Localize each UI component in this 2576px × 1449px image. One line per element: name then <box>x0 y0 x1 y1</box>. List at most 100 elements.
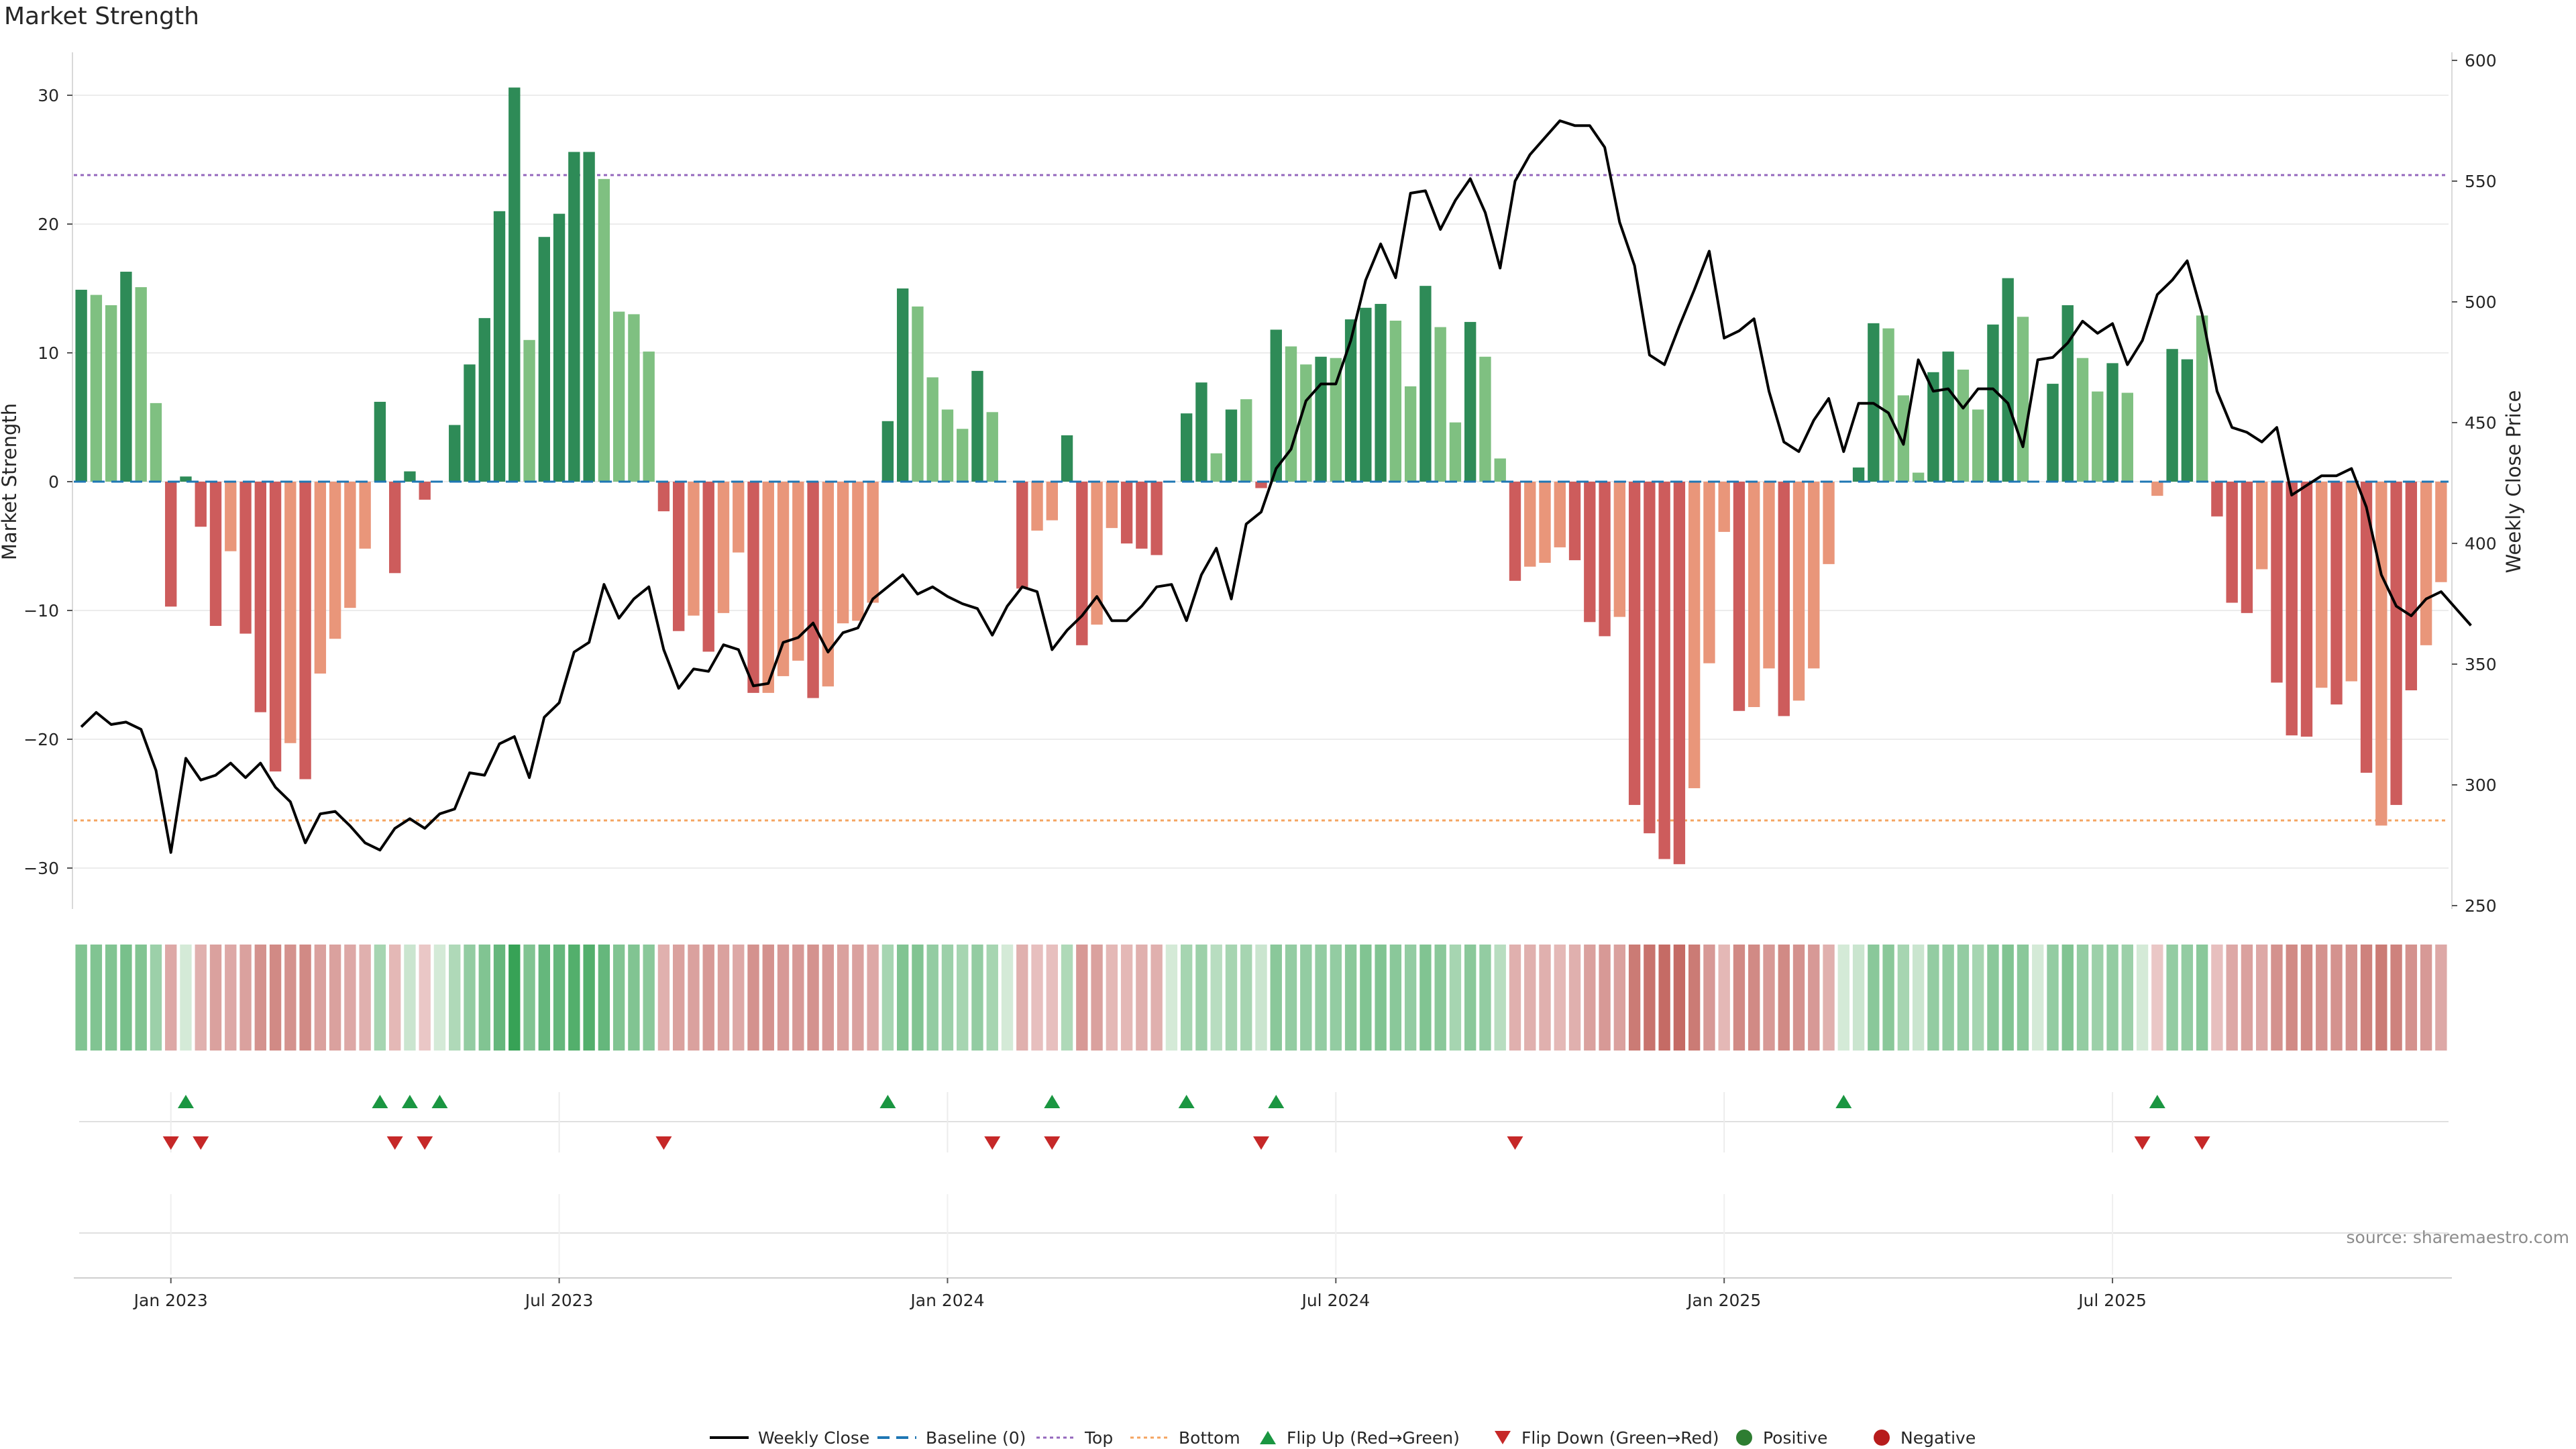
strength-bar <box>2076 358 2089 482</box>
strength-bar <box>657 482 670 512</box>
strength-bar <box>2121 392 2134 482</box>
strength-bar <box>2405 482 2418 691</box>
strength-bar <box>1150 482 1163 555</box>
strength-bar <box>1300 364 1312 482</box>
heat-cell <box>2121 945 2134 1051</box>
strength-bar <box>762 482 774 693</box>
heat-cell <box>1120 945 1133 1051</box>
heat-cell <box>2181 945 2194 1051</box>
strength-bar <box>2286 482 2298 736</box>
flip-down-marker <box>417 1136 433 1150</box>
heat-cell <box>180 945 192 1051</box>
heat-cell <box>598 945 610 1051</box>
strength-bar <box>2166 349 2178 482</box>
x-tick-label: Jan 2025 <box>1686 1291 1761 1310</box>
y-tick-label: −30 <box>23 859 59 878</box>
legend-swatch-flip-down <box>1495 1431 1511 1444</box>
strength-bar <box>852 482 864 621</box>
strength-bar <box>1016 482 1028 589</box>
heat-cell <box>2061 945 2074 1051</box>
heat-cell <box>1599 945 1611 1051</box>
strength-bar <box>493 211 506 482</box>
heat-cell <box>2017 945 2029 1051</box>
legend-label: Baseline (0) <box>926 1428 1026 1448</box>
heat-cell <box>1389 945 1402 1051</box>
heat-cell <box>702 945 714 1051</box>
y2-axis-label: Weekly Close Price <box>2502 390 2525 574</box>
strength-bar <box>2047 384 2059 482</box>
strength-bar <box>837 482 849 624</box>
x-tick-label: Jul 2025 <box>2077 1291 2147 1310</box>
legend-label: Weekly Close <box>758 1428 869 1448</box>
strength-bar <box>1852 467 1865 482</box>
heat-cell <box>329 945 341 1051</box>
strength-bar <box>957 429 969 482</box>
strength-bar <box>1882 328 1894 482</box>
strength-bar <box>1584 482 1596 623</box>
strength-bar <box>643 352 655 482</box>
flip-up-marker <box>372 1095 388 1108</box>
strength-bar <box>1673 482 1686 865</box>
heat-cell <box>1225 945 1238 1051</box>
heat-cell <box>1644 945 1656 1051</box>
strength-bar <box>2106 363 2118 482</box>
flip-down-marker <box>162 1136 179 1150</box>
heat-cell <box>1554 945 1566 1051</box>
strength-bar <box>195 482 207 527</box>
heat-cell <box>822 945 835 1051</box>
flip-up-marker <box>177 1095 194 1108</box>
heat-cell <box>344 945 356 1051</box>
strength-bar <box>1763 482 1775 669</box>
y2-tick-label: 600 <box>2465 51 2497 70</box>
heat-cell <box>1972 945 1984 1051</box>
heat-cell <box>2151 945 2163 1051</box>
heat-cell <box>1344 945 1357 1051</box>
strength-bar <box>254 482 266 712</box>
strength-bar <box>314 482 327 674</box>
heat-cell <box>1315 945 1327 1051</box>
strength-bar <box>912 306 924 482</box>
heat-cell <box>2316 945 2328 1051</box>
strength-bar <box>344 482 356 608</box>
strength-bar <box>2390 482 2402 805</box>
heat-cell <box>792 945 804 1051</box>
strength-bar <box>1344 319 1357 482</box>
heat-cell <box>1658 945 1670 1051</box>
heat-cell <box>1942 945 1954 1051</box>
strength-bar <box>971 370 983 482</box>
heat-cell <box>135 945 147 1051</box>
heat-cell <box>2076 945 2089 1051</box>
strength-bar <box>2092 391 2104 482</box>
heat-cell <box>1479 945 1491 1051</box>
legend-label: Negative <box>1900 1428 1976 1448</box>
heat-cell <box>2092 945 2104 1051</box>
heat-cell <box>2047 945 2059 1051</box>
strength-bar <box>180 476 192 482</box>
heat-cell <box>239 945 252 1051</box>
heat-cell <box>1688 945 1701 1051</box>
heat-cell <box>1568 945 1581 1051</box>
strength-bar <box>105 305 117 482</box>
heat-cell <box>2226 945 2238 1051</box>
heat-cell <box>1987 945 1999 1051</box>
heat-cell <box>1613 945 1626 1051</box>
strength-bar <box>2181 359 2194 482</box>
strength-bar <box>777 482 790 676</box>
heat-cell <box>1285 945 1297 1051</box>
heat-cell <box>2106 945 2118 1051</box>
heat-cell <box>464 945 476 1051</box>
strength-bar <box>299 482 311 780</box>
legend-label: Flip Up (Red→Green) <box>1287 1428 1460 1448</box>
strength-bar <box>1733 482 1746 711</box>
heat-cell <box>2405 945 2418 1051</box>
strength-bar <box>2420 482 2432 645</box>
heat-cell <box>433 945 446 1051</box>
strength-bar <box>1434 327 1446 482</box>
strength-bar <box>2316 482 2328 688</box>
flip-down-markers <box>162 1136 2210 1150</box>
strength-bar <box>688 482 700 616</box>
strength-bar <box>2300 482 2313 737</box>
heat-cell <box>284 945 297 1051</box>
legend-label: Positive <box>1763 1428 1827 1448</box>
